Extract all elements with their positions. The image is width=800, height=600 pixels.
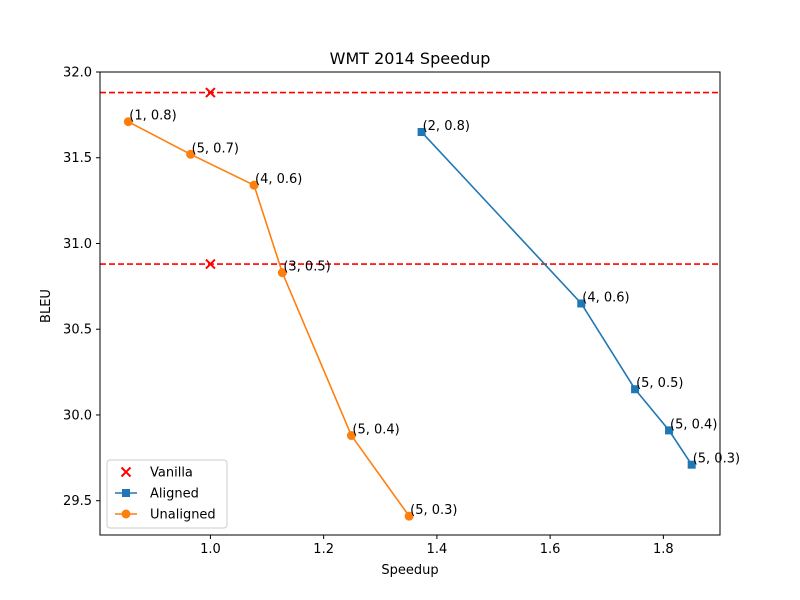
legend-label-vanilla: Vanilla: [150, 466, 193, 481]
data-label-aligned-0: (2, 0.8): [423, 119, 470, 134]
data-point-aligned-1: [577, 299, 586, 308]
data-point-vanilla-0: [205, 87, 216, 98]
plot-area: (2, 0.8) (4, 0.6) (5, 0.5) (5, 0.4) (5, 0.3)…: [63, 66, 740, 558]
data-label-unaligned-3: (3, 0.5): [283, 260, 330, 275]
data-label-aligned-2: (5, 0.5): [636, 376, 683, 391]
series-aligned: (2, 0.8) (4, 0.6) (5, 0.5) (5, 0.4) (5, 0.3): [417, 119, 740, 469]
data-point-aligned-2: [631, 385, 640, 394]
y-tick-label-5: 32.0: [63, 66, 92, 81]
data-point-aligned-0: [417, 128, 426, 137]
legend-marker-unaligned: [121, 509, 131, 519]
x-tick-label-3: 1.6: [540, 542, 561, 557]
x-tick-label-4: 1.8: [653, 542, 674, 557]
legend-item-vanilla: Vanilla: [120, 466, 193, 481]
data-point-unaligned-1: [186, 149, 196, 159]
y-tick-label-1: 30.0: [63, 408, 92, 423]
x-tick-label-0: 1.0: [200, 542, 221, 557]
legend-item-aligned: Aligned: [115, 487, 199, 502]
data-label-unaligned-0: (1, 0.8): [129, 109, 176, 124]
data-point-unaligned-5: [404, 511, 414, 521]
legend-marker-aligned: [122, 489, 130, 497]
axes-frame: [99, 71, 721, 536]
y-tick-label-3: 31.0: [63, 237, 92, 252]
data-label-aligned-1: (4, 0.6): [582, 291, 629, 306]
y-tick-label-4: 31.5: [63, 151, 92, 166]
data-point-unaligned-0: [123, 117, 133, 127]
data-point-unaligned-4: [346, 431, 356, 441]
data-label-unaligned-1: (5, 0.7): [192, 141, 239, 156]
x-tick-label-2: 1.4: [427, 542, 448, 557]
data-label-aligned-4: (5, 0.3): [693, 452, 740, 467]
series-line-unaligned: [127, 121, 410, 517]
data-point-unaligned-2: [249, 180, 259, 190]
legend: Vanilla Aligned Unaligned: [106, 459, 228, 529]
y-tick-label-2: 30.5: [63, 323, 92, 338]
series-unaligned: (1, 0.8) (5, 0.7) (4, 0.6) (3, 0.5) (5, 0.4)…: [123, 109, 458, 521]
data-label-unaligned-2: (4, 0.6): [255, 172, 302, 187]
legend-label-aligned: Aligned: [150, 487, 199, 502]
data-point-aligned-4: [687, 460, 696, 469]
legend-box: [106, 459, 228, 529]
data-point-vanilla-1: [205, 258, 216, 270]
x-axis-label: Speedup: [381, 563, 438, 578]
data-label-unaligned-5: (5, 0.3): [410, 503, 457, 518]
legend-label-unaligned: Unaligned: [150, 508, 216, 523]
chart-title: WMT 2014 Speedup: [330, 49, 491, 68]
data-point-unaligned-3: [277, 268, 287, 278]
x-tick-label-1: 1.2: [313, 542, 334, 557]
data-point-aligned-3: [665, 426, 674, 435]
y-axis-label: BLEU: [39, 289, 54, 323]
y-tick-label-0: 29.5: [63, 494, 92, 509]
legend-marker-vanilla: [120, 466, 132, 478]
legend-item-unaligned: Unaligned: [115, 508, 216, 523]
data-label-unaligned-4: (5, 0.4): [352, 423, 399, 438]
series-vanilla: [205, 87, 216, 270]
data-label-aligned-3: (5, 0.4): [670, 417, 717, 432]
